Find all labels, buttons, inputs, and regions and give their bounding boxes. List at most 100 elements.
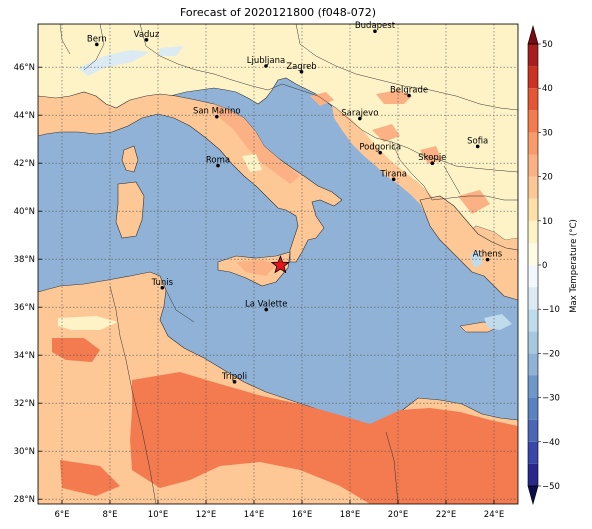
city-label: Vaduz	[134, 30, 160, 40]
colorbar-segment	[528, 154, 538, 177]
colorbar-tick-label: −40	[542, 438, 560, 448]
colorbar-segment	[528, 265, 538, 288]
alps-cold-strip	[158, 46, 184, 56]
colorbar-tick-label: −10	[542, 305, 560, 315]
africa-cool-patch	[58, 316, 118, 330]
city-dot	[232, 380, 237, 384]
lat-tick-label: 32°N	[14, 399, 35, 409]
land-sardinia	[115, 181, 145, 239]
colorbar-tick-label: −50	[542, 482, 560, 492]
colorbar-tick-label: −30	[542, 394, 560, 404]
lat-tick-label: 46°N	[14, 63, 35, 73]
africa-hot-zone	[168, 448, 206, 478]
gridlines	[38, 24, 518, 504]
lat-tick-label: 30°N	[14, 447, 35, 457]
colorbar-segment	[528, 397, 538, 420]
colorbar-segment	[528, 44, 538, 67]
colorbar-segment	[528, 463, 538, 486]
lat-tick-label: 42°N	[14, 159, 35, 169]
city-dot	[95, 42, 99, 47]
colorbar-tick-label: −20	[542, 349, 560, 359]
colorbar-segment	[528, 309, 538, 332]
colorbar-segment	[528, 66, 538, 89]
land-balkans-patch	[376, 90, 412, 104]
colorbar-segment	[528, 220, 538, 243]
city-dot	[407, 93, 411, 98]
city-dot	[215, 114, 219, 119]
country-borders	[59, 24, 518, 504]
lon-tick-label: 22°E	[436, 510, 456, 520]
lon-tick-label: 12°E	[196, 510, 216, 520]
map-frame	[37, 23, 519, 505]
colorbar-segment	[528, 88, 538, 111]
city-dot	[299, 69, 304, 74]
city-dot	[378, 150, 383, 155]
africa-hot-zone	[52, 338, 100, 362]
italy-warm-coast	[214, 104, 300, 184]
lon-tick-label: 16°E	[292, 510, 312, 520]
colorbar: 50 40 30 20 10 0 −10 −20 −30 −40 −50	[527, 24, 560, 506]
colorbar-segment	[528, 331, 538, 354]
africa-cold-patch	[484, 314, 512, 330]
city-dot	[485, 257, 490, 262]
colorbar-tick-label: 20	[542, 173, 553, 183]
axis-ticks: 6°E 8°E 10°E 12°E 14°E 16°E 18°E 20°E 22°E 24°E 28…	[14, 63, 505, 520]
alps-cold-strip	[78, 50, 150, 76]
city-label: Athens	[473, 250, 503, 260]
city-label: Budapest	[355, 21, 396, 31]
lat-tick-label: 44°N	[14, 111, 35, 121]
lat-tick-label: 38°N	[14, 255, 35, 265]
colorbar-segment	[528, 198, 538, 221]
lon-tick-label: 10°E	[148, 510, 168, 520]
city-dot	[373, 29, 377, 33]
colorbar-segment	[528, 287, 538, 310]
colorbar-segment	[528, 110, 538, 133]
colorbar-extend-max	[527, 24, 539, 45]
colorbar-segment	[528, 242, 538, 265]
city-label: Belgrade	[390, 86, 428, 96]
city-dot	[391, 177, 396, 182]
colorbar-segment	[528, 132, 538, 155]
land-greece	[419, 195, 518, 301]
africa-hot-zone	[130, 372, 518, 504]
city-dot	[144, 38, 149, 42]
city-label: Skopje	[418, 153, 446, 163]
sicily-warm-interior	[236, 260, 278, 276]
city-dot	[216, 163, 220, 168]
lon-tick-label: 18°E	[340, 510, 360, 520]
land-balkans-patch	[420, 146, 442, 164]
colorbar-tick-label: 50	[542, 40, 553, 50]
target-marker-layer	[270, 255, 291, 274]
colorbar-segment	[528, 353, 538, 376]
star-marker-icon	[270, 255, 291, 274]
city-label: La Valette	[245, 300, 288, 310]
land-balkans-patch	[372, 124, 400, 142]
lon-tick-label: 24°E	[484, 510, 504, 520]
city-label: Roma	[206, 156, 230, 166]
colorbar-tick-label: 30	[542, 128, 553, 138]
colorbar-segment	[528, 375, 538, 398]
land-corsica	[121, 145, 139, 173]
city-label: Podgorica	[359, 143, 401, 153]
city-dot	[264, 307, 269, 312]
colorbar-extend-min	[527, 485, 539, 506]
colorbar-tick-label: 10	[542, 217, 553, 227]
city-label: Bern	[87, 34, 107, 44]
lat-tick-label: 36°N	[14, 303, 35, 313]
city-label: Tripoli	[221, 372, 247, 382]
city-label: Tirana	[379, 169, 407, 179]
city-label: Tunis	[151, 278, 174, 288]
colorbar-segment	[528, 441, 538, 464]
colorbar-tick-label: 40	[542, 84, 553, 94]
city-label: Ljubljana	[247, 56, 285, 66]
colorbar-label: Max Temperature (°C)	[569, 219, 579, 313]
lat-tick-label: 28°N	[14, 495, 35, 505]
lon-tick-label: 20°E	[388, 510, 408, 520]
city-dot	[264, 64, 268, 68]
lat-tick-label: 34°N	[14, 351, 35, 361]
city-label: Sarajevo	[341, 109, 378, 119]
lon-tick-label: 14°E	[244, 510, 264, 520]
africa-hot-zone	[60, 460, 120, 496]
colorbar-segment	[528, 419, 538, 442]
